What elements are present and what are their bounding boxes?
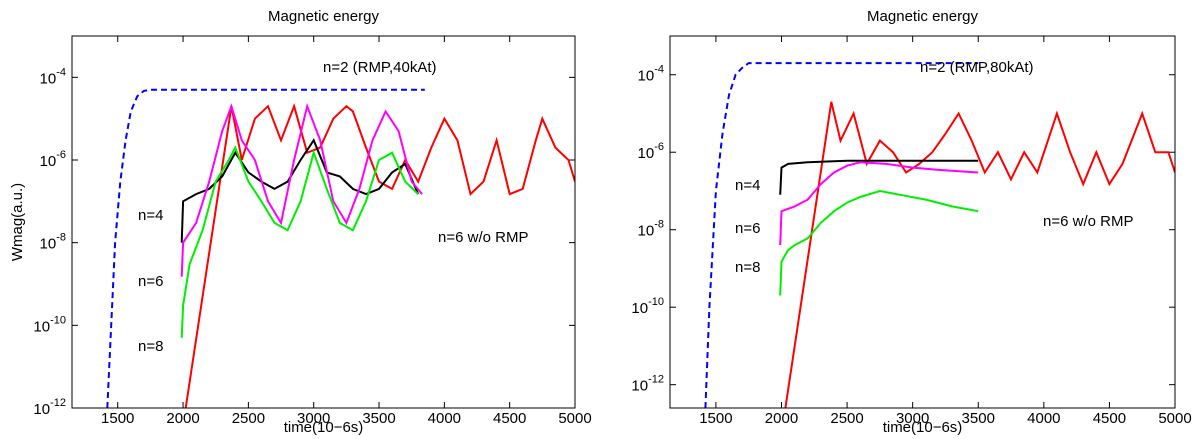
x-axis-label: time(10−6s) bbox=[284, 419, 364, 436]
x-tick-label: 4000 bbox=[428, 410, 461, 427]
y-axis-label: Wmag(a.u.) bbox=[9, 183, 26, 261]
series-line bbox=[180, 145, 419, 338]
series-line bbox=[106, 88, 425, 408]
x-tick-label: 2500 bbox=[830, 410, 863, 427]
series-line bbox=[180, 102, 423, 277]
x-tick-label: 5000 bbox=[1158, 410, 1191, 427]
y-tick-label: 10-4 bbox=[40, 66, 66, 87]
y-tick-label: 10-4 bbox=[638, 64, 664, 85]
y-tick-label: 10-6 bbox=[638, 141, 664, 162]
series-label: n=2 (RMP,40kAt) bbox=[323, 59, 437, 76]
series-line bbox=[784, 101, 1175, 408]
x-tick-label: 1500 bbox=[101, 410, 134, 427]
plot-frame bbox=[71, 35, 576, 409]
series-label: n=6 w/o RMP bbox=[438, 229, 528, 246]
series-line bbox=[779, 189, 979, 296]
y-tick-label: 10-12 bbox=[33, 397, 66, 418]
series-label: n=2 (RMP,80kAt) bbox=[920, 59, 1034, 76]
plot-frame bbox=[669, 35, 1176, 409]
series-line bbox=[180, 138, 420, 243]
series-line bbox=[184, 103, 575, 408]
x-tick-label: 2000 bbox=[166, 410, 199, 427]
series-label: n=8 bbox=[735, 259, 760, 276]
series-label: n=8 bbox=[138, 338, 163, 355]
chart-title: Magnetic energy bbox=[867, 8, 978, 25]
series-line bbox=[779, 159, 979, 195]
x-tick-label: 4000 bbox=[1027, 410, 1060, 427]
series-label: n=4 bbox=[735, 177, 760, 194]
chart-title: Magnetic energy bbox=[268, 8, 379, 25]
series-line bbox=[704, 62, 979, 408]
x-tick-label: 2500 bbox=[232, 410, 265, 427]
y-tick-label: 10-8 bbox=[638, 219, 664, 240]
x-tick-label: 3000 bbox=[297, 410, 330, 427]
y-tick-label: 10-12 bbox=[631, 374, 664, 395]
x-tick-label: 4500 bbox=[1093, 410, 1126, 427]
series-label: n=6 w/o RMP bbox=[1043, 213, 1133, 230]
series-line bbox=[779, 161, 979, 246]
series-label: n=4 bbox=[138, 207, 163, 224]
series-label: n=6 bbox=[138, 273, 163, 290]
y-tick-label: 10-8 bbox=[40, 232, 66, 253]
x-axis-label: time(10−6s) bbox=[883, 419, 963, 436]
x-tick-label: 3500 bbox=[962, 410, 995, 427]
series-label: n=6 bbox=[735, 220, 760, 237]
x-tick-label: 3500 bbox=[362, 410, 395, 427]
y-tick-label: 10-10 bbox=[33, 314, 66, 335]
x-tick-label: 1500 bbox=[699, 410, 732, 427]
x-tick-label: 3000 bbox=[896, 410, 929, 427]
x-tick-label: 2000 bbox=[765, 410, 798, 427]
x-tick-label: 4500 bbox=[493, 410, 526, 427]
x-tick-label: 5000 bbox=[558, 410, 591, 427]
y-tick-label: 10-6 bbox=[40, 149, 66, 170]
y-tick-label: 10-10 bbox=[631, 296, 664, 317]
